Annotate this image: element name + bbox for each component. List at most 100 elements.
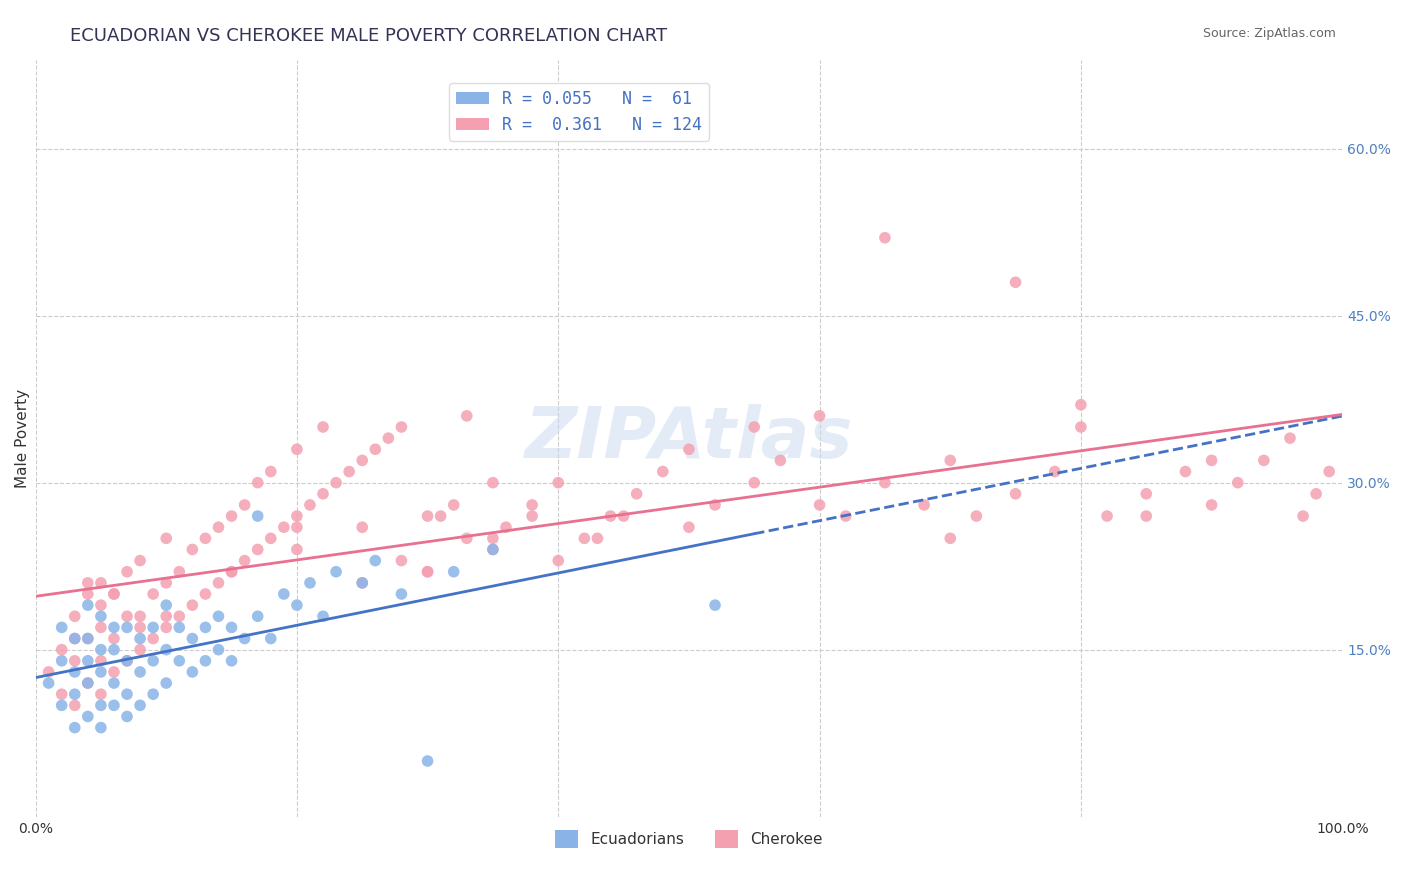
Point [51,642,73,657]
Point [429,509,451,524]
Point [742,420,765,434]
Point [246,542,269,557]
Point [207,520,229,534]
Point [181,632,204,646]
Point [391,553,413,567]
Point [76,598,98,612]
Point [416,509,439,524]
Point [63,665,86,679]
Point [76,654,98,668]
Point [90,575,112,590]
Point [169,620,191,634]
Point [1201,453,1223,467]
Point [285,520,308,534]
Point [155,598,177,612]
Point [312,487,335,501]
Y-axis label: Male Poverty: Male Poverty [15,389,30,488]
Point [325,475,347,490]
Point [312,609,335,624]
Point [181,665,204,679]
Text: ZIPAtlas: ZIPAtlas [524,404,853,473]
Point [76,676,98,690]
Point [155,575,177,590]
Point [1201,498,1223,512]
Point [742,475,765,490]
Point [103,665,125,679]
Point [808,409,831,423]
Point [38,665,60,679]
Point [169,609,191,624]
Point [103,698,125,713]
Point [90,698,112,713]
Point [233,498,256,512]
Point [63,609,86,624]
Point [129,620,152,634]
Point [1004,275,1026,289]
Point [599,509,621,524]
Point [76,632,98,646]
Text: Source: ZipAtlas.com: Source: ZipAtlas.com [1202,27,1336,40]
Point [51,698,73,713]
Point [613,509,636,524]
Point [1226,475,1249,490]
Point [90,609,112,624]
Point [155,532,177,546]
Point [194,532,217,546]
Point [194,587,217,601]
Point [873,475,896,490]
Point [155,642,177,657]
Point [1135,509,1157,524]
Point [1135,487,1157,501]
Point [233,632,256,646]
Point [325,565,347,579]
Point [391,420,413,434]
Point [416,754,439,768]
Point [103,587,125,601]
Point [155,676,177,690]
Point [246,509,269,524]
Point [90,654,112,668]
Point [364,553,387,567]
Point [1305,487,1327,501]
Point [90,687,112,701]
Point [207,642,229,657]
Point [129,698,152,713]
Point [51,687,73,701]
Point [51,620,73,634]
Point [63,632,86,646]
Point [155,620,177,634]
Point [678,442,700,457]
Point [547,553,569,567]
Point [939,532,962,546]
Point [103,587,125,601]
Point [482,542,505,557]
Point [76,575,98,590]
Point [1174,465,1197,479]
Point [63,654,86,668]
Point [520,509,543,524]
Point [273,587,295,601]
Point [233,553,256,567]
Point [246,475,269,490]
Point [129,642,152,657]
Point [246,609,269,624]
Point [808,498,831,512]
Legend: Ecuadorians, Cherokee: Ecuadorians, Cherokee [550,823,828,855]
Point [221,565,243,579]
Point [90,598,112,612]
Point [194,620,217,634]
Point [63,698,86,713]
Point [169,565,191,579]
Point [142,632,165,646]
Point [1253,453,1275,467]
Point [207,609,229,624]
Point [115,620,138,634]
Point [285,542,308,557]
Point [285,442,308,457]
Point [76,709,98,723]
Point [1043,465,1066,479]
Point [90,620,112,634]
Point [129,609,152,624]
Point [352,575,374,590]
Point [63,687,86,701]
